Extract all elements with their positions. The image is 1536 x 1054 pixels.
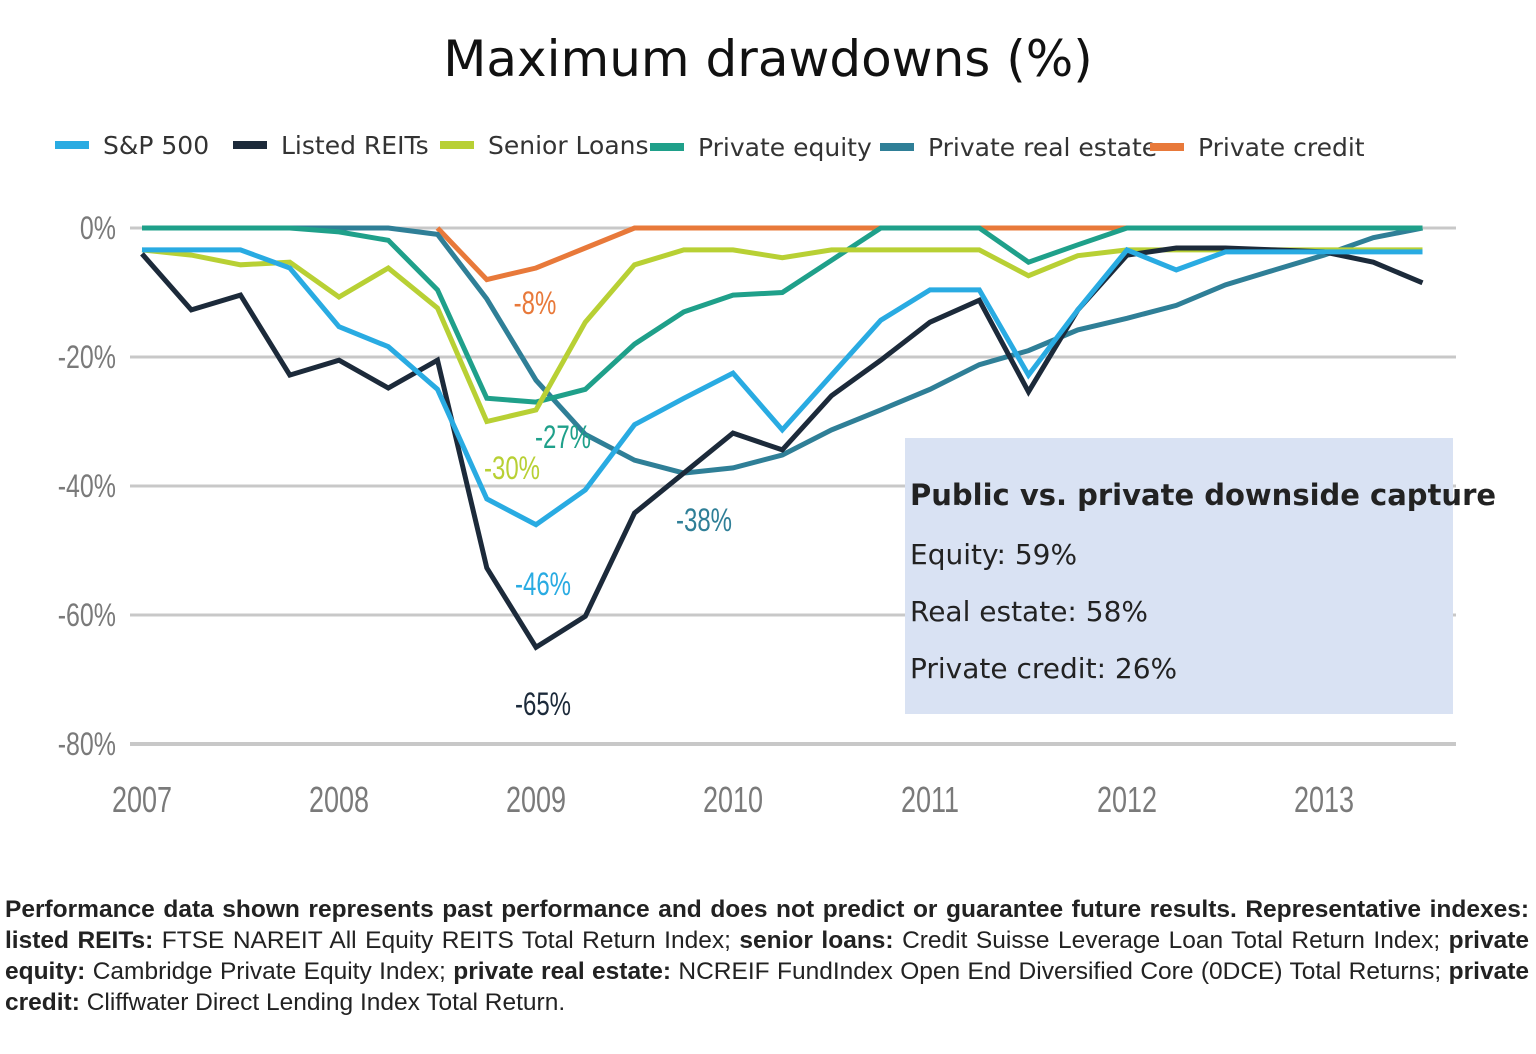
footnote-bold-segment: private credit: <box>5 958 1529 1016</box>
chart-title: Maximum drawdowns (%) <box>443 30 1093 88</box>
legend-item-sp500: S&P 500 <box>55 128 209 162</box>
x-tick-label: 2010 <box>703 779 763 820</box>
x-axis-ticks: 2007 2008 2009 2010 2011 2012 2013 <box>112 779 1354 820</box>
legend-item-senior-loans: Senior Loans <box>440 128 649 162</box>
footnote-segment: Credit Suisse Leverage Loan Total Return… <box>893 927 1449 954</box>
x-tick-label: 2009 <box>506 779 566 820</box>
footnote-bold-segment: Performance data shown represents past p… <box>5 896 1529 954</box>
footnote-segment: NCREIF FundIndex Open End Diversified Co… <box>671 958 1449 985</box>
legend-item-private-real-estate: Private real estate <box>880 130 1157 164</box>
callout-private-credit: Private credit: 26% <box>910 652 1178 685</box>
callout-heading: Public vs. private downside capture <box>910 478 1497 512</box>
legend-swatch <box>440 141 474 149</box>
legend-label: Senior Loans <box>488 130 649 160</box>
legend-label: Private equity <box>698 132 872 162</box>
legend-item-private-equity: Private equity <box>650 130 872 164</box>
y-tick-label: -60% <box>58 598 116 634</box>
footnote-bold-segment: private real estate: <box>453 958 672 985</box>
legend-swatch <box>1150 143 1184 151</box>
series-line-listed-reits <box>140 245 1424 651</box>
series-line-private-real-estate <box>142 225 1423 476</box>
series-line-s-p-500 <box>142 246 1423 528</box>
legend-item-private-credit: Private credit <box>1150 130 1365 164</box>
y-tick-label: 0% <box>80 211 116 247</box>
legend-swatch <box>55 141 89 149</box>
downside-capture-callout: Public vs. private downside capture Equi… <box>905 438 1496 714</box>
legend-label: S&P 500 <box>103 130 210 160</box>
footnote-segment: FTSE NAREIT All Equity REITS Total Retur… <box>153 927 740 954</box>
footnote: Performance data shown represents past p… <box>5 894 1529 1018</box>
legend-item-listed-reits: Listed REITs <box>233 128 429 162</box>
y-tick-label: -40% <box>58 469 116 505</box>
footnote-bold-segment: senior loans: <box>739 927 894 954</box>
legend-swatch <box>880 143 914 151</box>
callout-equity: Equity: 59% <box>910 538 1078 571</box>
series-line-senior-loans <box>141 247 1423 425</box>
legend-label: Listed REITs <box>281 130 429 160</box>
footnote-bold-segment: private equity: <box>5 927 1529 985</box>
legend-swatch <box>233 141 267 149</box>
callout-real-estate: Real estate: 58% <box>910 595 1148 628</box>
y-tick-label: -80% <box>58 727 116 763</box>
series-line-private-equity <box>142 225 1423 405</box>
x-tick-label: 2012 <box>1097 779 1157 820</box>
footnote-segment: Cambridge Private Equity Index; <box>85 958 454 985</box>
x-tick-label: 2013 <box>1294 779 1354 820</box>
footnote-segment: Cliffwater Direct Lending Index Total Re… <box>79 989 566 1016</box>
y-tick-label: -20% <box>58 340 116 376</box>
x-tick-label: 2007 <box>112 779 172 820</box>
x-tick-label: 2011 <box>901 779 959 820</box>
legend-swatch <box>650 143 684 151</box>
legend-label: Private real estate <box>928 132 1158 162</box>
y-axis-ticks: 0% -20% -40% -60% -80% <box>58 211 116 763</box>
series-lines <box>140 225 1424 651</box>
x-tick-label: 2008 <box>309 779 369 820</box>
legend-label: Private credit <box>1198 132 1365 162</box>
